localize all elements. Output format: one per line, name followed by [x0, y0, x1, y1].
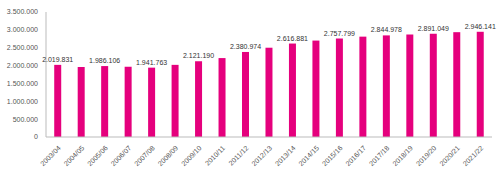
- svg-text:2013/14: 2013/14: [274, 144, 297, 167]
- svg-text:2003/04: 2003/04: [39, 144, 62, 167]
- svg-text:1.000.000: 1.000.000: [8, 98, 38, 105]
- svg-text:2012/13: 2012/13: [250, 144, 273, 167]
- svg-text:2011/12: 2011/12: [227, 144, 250, 167]
- svg-text:2.844.978: 2.844.978: [371, 26, 402, 33]
- svg-text:2016/17: 2016/17: [344, 144, 367, 167]
- svg-text:2.500.000: 2.500.000: [8, 44, 38, 51]
- svg-text:1.986.106: 1.986.106: [89, 57, 120, 64]
- svg-text:2.000.000: 2.000.000: [8, 62, 38, 69]
- svg-text:2014/15: 2014/15: [297, 144, 320, 167]
- svg-text:2005/06: 2005/06: [86, 144, 109, 167]
- svg-text:2.757.799: 2.757.799: [324, 30, 355, 37]
- svg-text:2006/07: 2006/07: [110, 144, 133, 167]
- svg-text:1.941.763: 1.941.763: [136, 59, 167, 66]
- svg-text:500.000: 500.000: [13, 116, 38, 123]
- svg-text:2.019.831: 2.019.831: [42, 56, 73, 63]
- svg-text:2021/22: 2021/22: [462, 144, 485, 167]
- svg-text:2008/09: 2008/09: [156, 144, 179, 167]
- svg-text:2009/10: 2009/10: [180, 144, 203, 167]
- svg-text:1.500.000: 1.500.000: [8, 80, 38, 87]
- svg-text:2.946.141: 2.946.141: [465, 23, 492, 30]
- svg-text:2017/18: 2017/18: [368, 144, 391, 167]
- svg-text:2.380.974: 2.380.974: [230, 43, 261, 50]
- svg-text:3.500.000: 3.500.000: [8, 8, 38, 15]
- svg-text:2015/16: 2015/16: [321, 144, 344, 167]
- svg-text:2018/19: 2018/19: [391, 144, 414, 167]
- svg-text:2.891.049: 2.891.049: [418, 25, 449, 32]
- svg-text:2010/11: 2010/11: [204, 144, 227, 167]
- svg-text:2004/05: 2004/05: [63, 144, 86, 167]
- svg-text:0: 0: [34, 133, 38, 140]
- svg-text:3.000.000: 3.000.000: [8, 26, 38, 33]
- svg-text:2007/08: 2007/08: [133, 144, 156, 167]
- svg-text:2.616.881: 2.616.881: [277, 35, 308, 42]
- svg-text:2.121.190: 2.121.190: [183, 52, 214, 59]
- svg-text:2020/21: 2020/21: [438, 144, 461, 167]
- svg-text:2019/20: 2019/20: [415, 144, 438, 167]
